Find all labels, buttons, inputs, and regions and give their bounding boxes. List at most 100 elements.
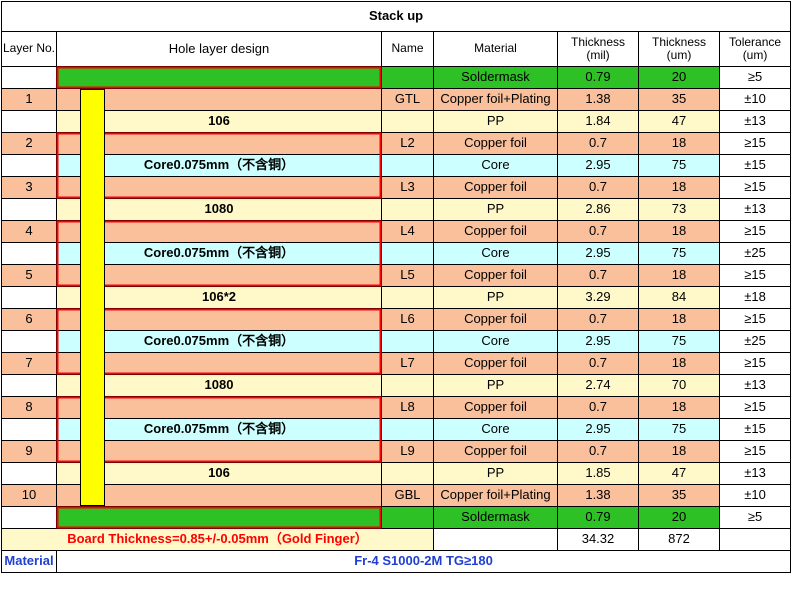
tolerance-cell: ≥15 (718, 396, 792, 419)
tolerance-cell: ≥15 (718, 308, 792, 331)
layer-name-cell (381, 418, 434, 441)
stackup-table: Stack up Layer No. Hole layer design Nam… (0, 1, 792, 573)
layer-name-cell (381, 66, 434, 89)
layer-name-cell (381, 198, 434, 221)
thickness-mil-cell: 1.84 (557, 110, 639, 133)
material-cell: Copper foil (433, 264, 558, 287)
material-cell: Copper foil (433, 308, 558, 331)
thickness-um-cell: 18 (638, 352, 720, 375)
total-row: Board Thickness=0.85+/-0.05mm（Gold Finge… (1, 528, 792, 551)
material-cell: Copper foil (433, 132, 558, 155)
material-cell: Copper foil+Plating (433, 88, 558, 111)
layer-no-cell (1, 462, 57, 485)
total-tolerance-cell (718, 528, 792, 551)
hole-design-cell: 106 (56, 462, 382, 485)
material-cell: Copper foil (433, 396, 558, 419)
hole-design-cell: 1080 (56, 198, 382, 221)
thickness-mil-cell: 0.7 (557, 308, 639, 331)
table-row: 9 L9 Copper foil 0.7 18 ≥15 (1, 440, 792, 463)
table-row: 2 L2 Copper foil 0.7 18 ≥15 (1, 132, 792, 155)
material-cell: PP (433, 374, 558, 397)
layer-name-cell: L8 (381, 396, 434, 419)
thickness-mil-cell: 2.95 (557, 154, 639, 177)
material-cell: Soldermask (433, 66, 558, 89)
layer-no-cell (1, 506, 57, 529)
thickness-um-cell: 35 (638, 88, 720, 111)
layer-name-cell: GBL (381, 484, 434, 507)
material-cell: Core (433, 242, 558, 265)
thickness-um-cell: 47 (638, 462, 720, 485)
layer-no-cell (1, 330, 57, 353)
thickness-mil-cell: 0.7 (557, 440, 639, 463)
header-material: Material (433, 31, 558, 67)
tolerance-cell: ±18 (718, 286, 792, 309)
stackup-body: Stack up Layer No. Hole layer design Nam… (0, 1, 792, 573)
material-cell: Core (433, 418, 558, 441)
thickness-mil-cell: 0.7 (557, 220, 639, 243)
thickness-mil-cell: 3.29 (557, 286, 639, 309)
layer-no-cell (1, 66, 57, 89)
thickness-um-cell: 75 (638, 154, 720, 177)
table-row: Core0.075mm（不含铜） Core 2.95 75 ±25 (1, 242, 792, 265)
material-cell: Copper foil (433, 176, 558, 199)
footer-row: Material Fr-4 S1000-2M TG≥180 (1, 550, 792, 573)
material-cell: Core (433, 330, 558, 353)
thickness-um-cell: 20 (638, 506, 720, 529)
hole-design-cell: 1080 (56, 374, 382, 397)
layer-name-cell (381, 506, 434, 529)
material-cell: Copper foil (433, 440, 558, 463)
header-name: Name (381, 31, 434, 67)
thickness-um-cell: 18 (638, 132, 720, 155)
layer-no-cell (1, 286, 57, 309)
thickness-um-cell: 75 (638, 418, 720, 441)
layer-no-cell (1, 154, 57, 177)
layer-no-cell (1, 242, 57, 265)
thickness-mil-cell: 2.74 (557, 374, 639, 397)
thickness-um-cell: 47 (638, 110, 720, 133)
hole-design-cell (56, 88, 382, 111)
hole-design-cell (56, 308, 382, 331)
tolerance-cell: ≥15 (718, 440, 792, 463)
hole-design-cell: Core0.075mm（不含铜） (56, 330, 382, 353)
layer-no-cell: 5 (1, 264, 57, 287)
tolerance-cell: ≥5 (718, 66, 792, 89)
layer-name-cell (381, 286, 434, 309)
table-row: Soldermask 0.79 20 ≥5 (1, 506, 792, 529)
thickness-mil-cell: 2.95 (557, 242, 639, 265)
layer-no-cell: 1 (1, 88, 57, 111)
layer-name-cell: L4 (381, 220, 434, 243)
material-cell: Copper foil+Plating (433, 484, 558, 507)
tolerance-cell: ±15 (718, 154, 792, 177)
hole-design-cell (56, 220, 382, 243)
layer-no-cell: 7 (1, 352, 57, 375)
hole-design-cell (56, 352, 382, 375)
layer-name-cell: L9 (381, 440, 434, 463)
thickness-mil-cell: 1.85 (557, 462, 639, 485)
hole-design-cell: 106 (56, 110, 382, 133)
tolerance-cell: ≥15 (718, 220, 792, 243)
layer-name-cell (381, 110, 434, 133)
header-thickness-mil: Thickness (mil) (557, 31, 639, 67)
layer-no-cell (1, 110, 57, 133)
layer-no-cell: 4 (1, 220, 57, 243)
thickness-um-cell: 75 (638, 242, 720, 265)
thickness-mil-cell: 0.7 (557, 396, 639, 419)
layer-no-cell (1, 374, 57, 397)
thickness-um-cell: 18 (638, 176, 720, 199)
table-row: 106*2 PP 3.29 84 ±18 (1, 286, 792, 309)
thickness-mil-cell: 2.95 (557, 330, 639, 353)
tolerance-cell: ±25 (718, 330, 792, 353)
layer-no-cell: 8 (1, 396, 57, 419)
layer-name-cell (381, 242, 434, 265)
table-row: 7 L7 Copper foil 0.7 18 ≥15 (1, 352, 792, 375)
table-row: 6 L6 Copper foil 0.7 18 ≥15 (1, 308, 792, 331)
table-row: Core0.075mm（不含铜） Core 2.95 75 ±25 (1, 330, 792, 353)
material-cell: PP (433, 198, 558, 221)
material-cell: PP (433, 286, 558, 309)
material-cell: Soldermask (433, 506, 558, 529)
layer-no-cell: 10 (1, 484, 57, 507)
tolerance-cell: ≥15 (718, 132, 792, 155)
hole-design-cell: Core0.075mm（不含铜） (56, 154, 382, 177)
board-thickness-label: Board Thickness=0.85+/-0.05mm（Gold Finge… (1, 528, 434, 551)
thickness-um-cell: 20 (638, 66, 720, 89)
